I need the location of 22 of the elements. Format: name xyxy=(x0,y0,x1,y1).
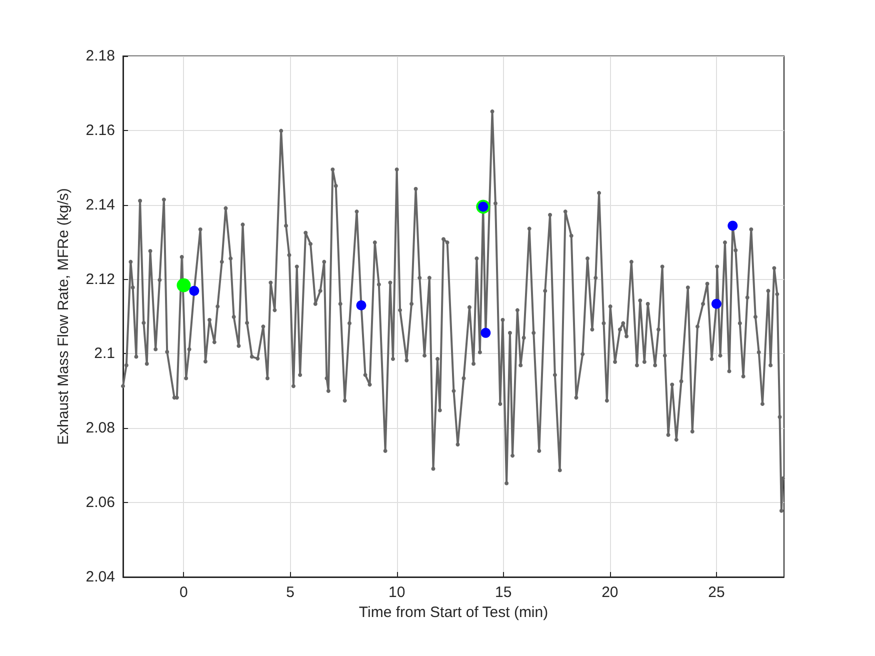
y-tick-label: 2.14 xyxy=(86,196,115,214)
point xyxy=(711,298,722,309)
x-tick-label: 5 xyxy=(286,584,294,601)
y-tick-label: 2.18 xyxy=(86,48,115,64)
point xyxy=(356,300,366,310)
point xyxy=(176,278,191,292)
y-axis-title: Exhaust Mass Flow Rate, MFRe (kg/s) xyxy=(55,188,72,445)
x-tick-label: 10 xyxy=(388,584,406,601)
y-tick-label: 2.16 xyxy=(86,122,115,139)
y-tick-label: 2.04 xyxy=(86,568,115,586)
point xyxy=(728,220,738,231)
x-tick-label: 0 xyxy=(180,584,188,601)
y-tick-label: 2.08 xyxy=(86,420,115,437)
x-tick-label: 15 xyxy=(495,584,512,601)
x-tick-label: 25 xyxy=(708,584,725,601)
y-tick-label: 2.12 xyxy=(86,270,115,288)
x-axis-title: Time from Start of Test (min) xyxy=(358,604,548,621)
point xyxy=(480,328,491,338)
point xyxy=(189,286,200,296)
y-tick-label: 2.1 xyxy=(94,345,115,362)
y-tick-label: 2.06 xyxy=(86,494,115,512)
x-tick-label: 20 xyxy=(602,584,618,601)
